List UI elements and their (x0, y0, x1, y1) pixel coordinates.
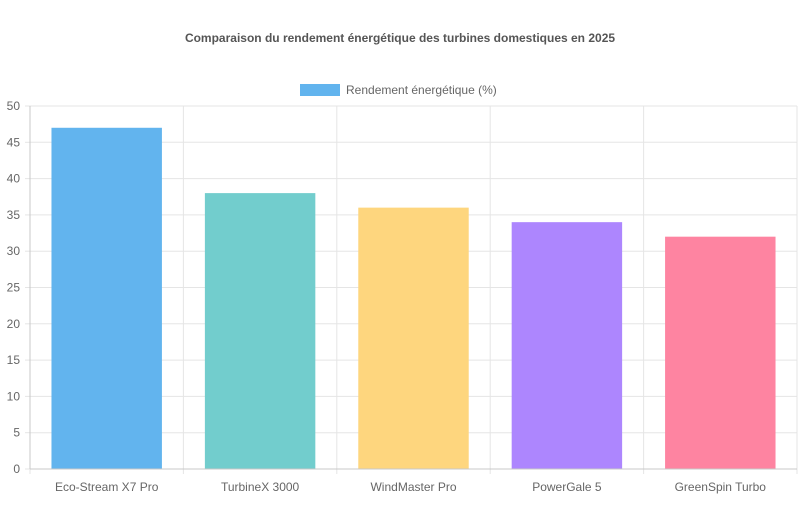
bar[interactable] (358, 207, 469, 469)
legend[interactable]: Rendement énergétique (%) (300, 83, 497, 97)
y-tick-label: 15 (7, 353, 21, 367)
y-tick-label: 25 (7, 281, 21, 295)
y-tick-label: 0 (13, 462, 20, 476)
x-tick-label: TurbineX 3000 (221, 480, 300, 494)
legend-swatch (300, 84, 340, 96)
y-tick-label: 20 (7, 317, 21, 331)
x-tick-label: Eco-Stream X7 Pro (55, 480, 159, 494)
bar[interactable] (511, 222, 623, 469)
y-tick-label: 10 (7, 389, 21, 403)
legend-label: Rendement énergétique (%) (346, 83, 497, 97)
bar[interactable] (204, 193, 316, 469)
axes: 0 5 10 15 20 25 30 35 40 45 50 Eco-Stream X7 Pro Tur… (7, 99, 798, 494)
y-tick-label: 30 (7, 244, 21, 258)
x-tick-label: WindMaster Pro (370, 480, 456, 494)
y-tick-label: 40 (7, 172, 21, 186)
chart-title: Comparaison du rendement énergétique des… (185, 31, 615, 45)
x-tick-label: GreenSpin Turbo (675, 480, 767, 494)
y-tick-label: 45 (7, 135, 21, 149)
x-tick-label: PowerGale 5 (532, 480, 602, 494)
bars (51, 127, 776, 469)
y-tick-label: 5 (13, 426, 20, 440)
y-tick-label: 50 (7, 99, 21, 113)
y-tick-label: 35 (7, 208, 21, 222)
bar[interactable] (665, 236, 776, 469)
bar[interactable] (51, 127, 162, 469)
